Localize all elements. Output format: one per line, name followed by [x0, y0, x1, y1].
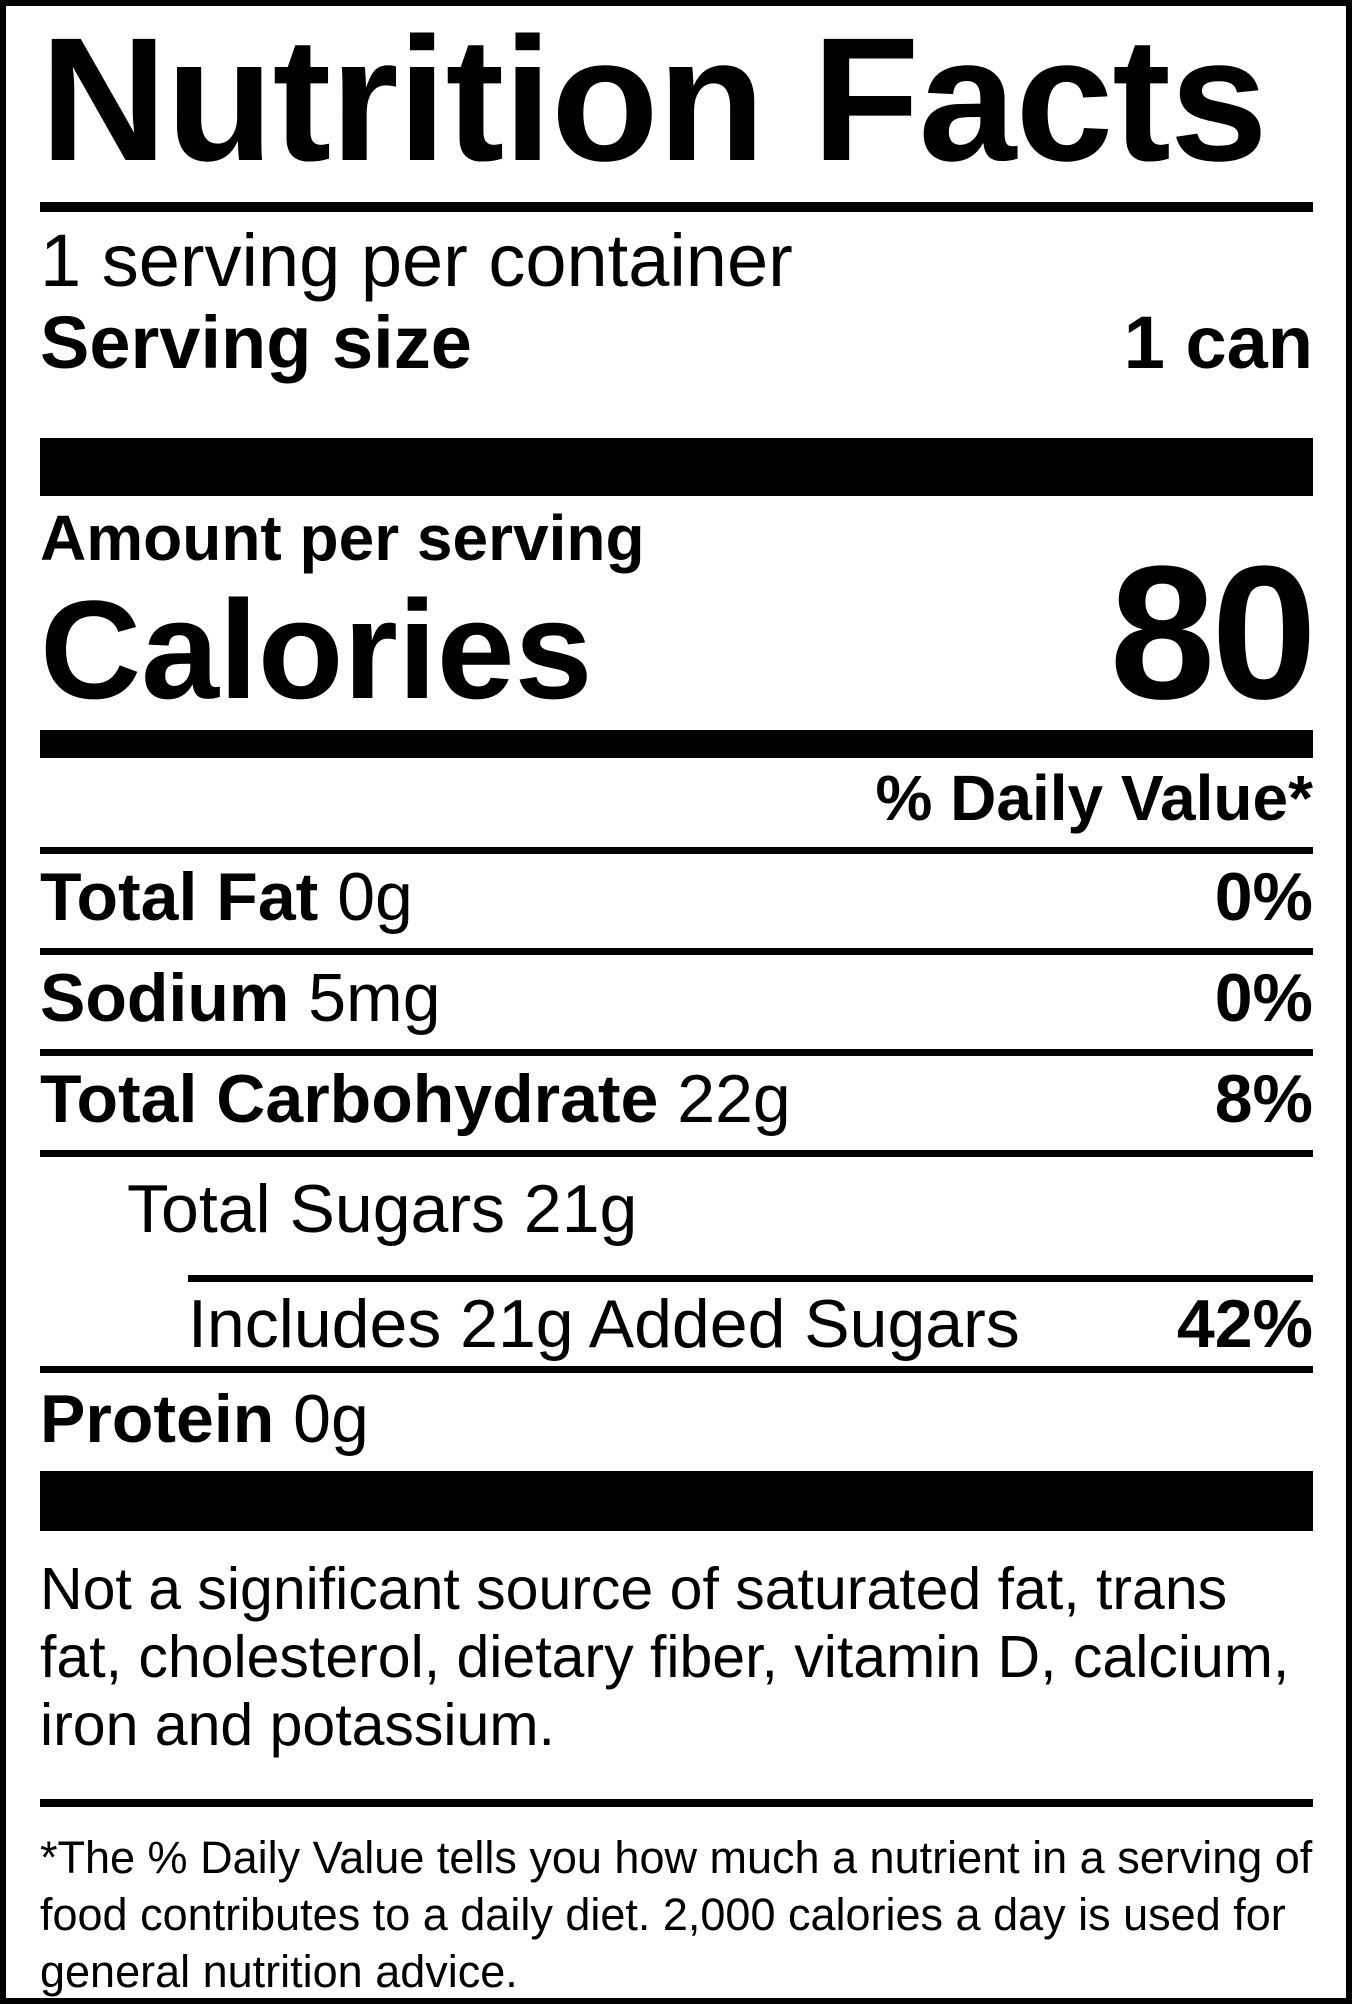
nutrient-amount: 22g	[677, 1061, 791, 1137]
nutrient-row-total-carbohydrate: Total Carbohydrate 22g 8%	[40, 1056, 1313, 1157]
nutrient-amount: 5mg	[308, 960, 441, 1036]
insignificant-sources-text: Not a significant source of saturated fa…	[40, 1556, 1290, 1758]
serving-size-label: Serving size	[40, 301, 472, 384]
nutrient-name: Protein	[40, 1381, 275, 1457]
nutrient-name: Total Fat	[40, 859, 319, 935]
medium-separator	[40, 730, 1313, 758]
title-divider	[40, 202, 1313, 212]
amount-per-serving-label: Amount per serving	[40, 502, 645, 574]
added-sugars-divider	[188, 1275, 1313, 1282]
nutrient-row-protein: Protein 0g	[40, 1373, 1313, 1471]
thick-separator-top	[40, 438, 1313, 496]
nutrient-name: Sodium	[40, 960, 290, 1036]
nutrient-amount: 0g	[293, 1381, 369, 1457]
nutrient-amount: 0g	[337, 859, 413, 935]
nutrient-name: Includes 21g Added Sugars	[188, 1286, 1020, 1362]
footnote-divider	[40, 1799, 1313, 1807]
nutrient-daily-value: 0%	[1214, 859, 1313, 935]
serving-size-value: 1 can	[1123, 301, 1313, 384]
nutrient-name-amount: Total Fat 0g	[40, 863, 413, 931]
nutrient-row-added-sugars: Includes 21g Added Sugars 42%	[40, 1282, 1313, 1373]
nutrient-daily-value: 8%	[1214, 1061, 1313, 1137]
nutrient-daily-value: 0%	[1214, 960, 1313, 1036]
nutrient-name-amount: Total Carbohydrate 22g	[40, 1065, 791, 1133]
nutrient-row-sodium: Sodium 5mg 0%	[40, 955, 1313, 1056]
nutrient-daily-value: 42%	[1176, 1286, 1313, 1362]
thick-separator-bottom	[40, 1471, 1313, 1531]
daily-value-header: % Daily Value*	[875, 762, 1313, 834]
nutrient-amount: 21g	[523, 1171, 638, 1247]
nutrient-name-amount: Sodium 5mg	[40, 964, 441, 1032]
nutrient-row-total-fat: Total Fat 0g 0%	[40, 854, 1313, 955]
calories-value: 80	[1109, 527, 1317, 739]
daily-value-footnote: *The % Daily Value tells you how much a …	[40, 1832, 1313, 1997]
nutrient-row-total-sugars: Total Sugars 21g	[127, 1157, 1313, 1275]
calories-row: Calories 80	[40, 527, 1317, 739]
divider	[40, 847, 1313, 854]
servings-per-container: 1 serving per container	[40, 219, 793, 302]
serving-size-row: Serving size 1 can	[40, 306, 1313, 380]
nutrient-name: Total Carbohydrate	[40, 1061, 659, 1137]
nutrient-name: Total Sugars	[127, 1171, 505, 1247]
calories-label: Calories	[40, 571, 593, 728]
nutrient-name-amount: Protein 0g	[40, 1385, 369, 1453]
label-title: Nutrition Facts	[40, 2, 1268, 198]
nutrient-name-amount: Total Sugars 21g	[127, 1175, 637, 1243]
